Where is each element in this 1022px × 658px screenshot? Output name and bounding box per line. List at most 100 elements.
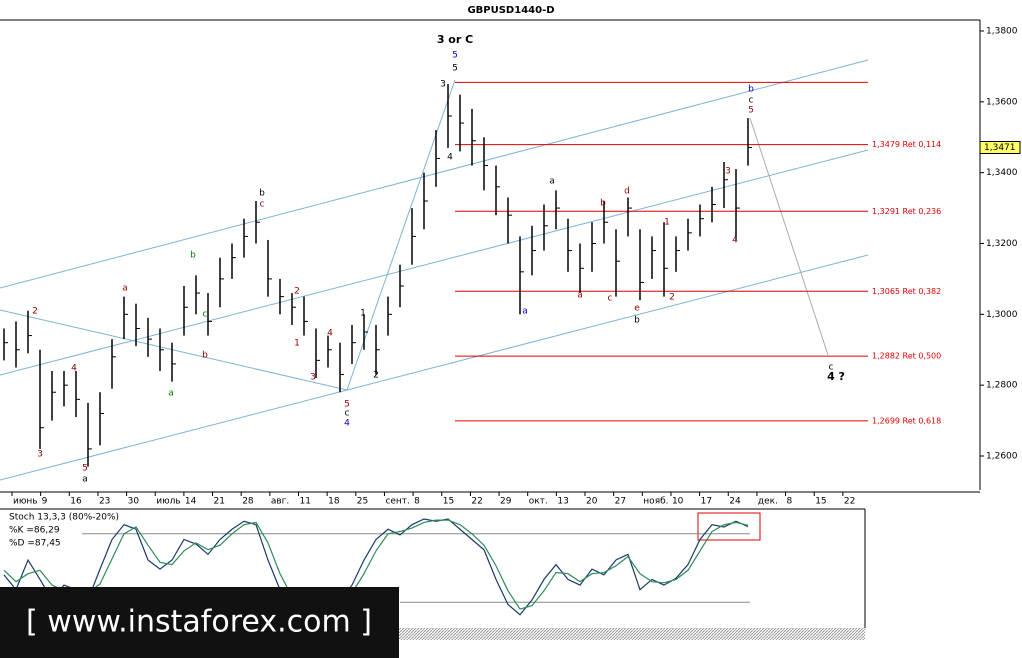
x-tick-label: 13 [557,497,568,507]
x-tick-label: июнь [13,497,38,507]
wave-label: 4 ? [827,370,845,383]
y-tick-label: 1,3000 [986,310,1018,320]
wave-label: a [549,177,555,187]
logo-box [0,587,399,658]
wave-label: 4 [344,419,350,429]
wave-label: c [260,200,265,210]
stoch-k: %K =86,29 [9,526,60,536]
wave-label: c [829,363,834,373]
highlight-box [697,512,761,541]
wave-label: 3 [725,167,731,177]
wave-label: 2 [373,371,379,381]
wave-label: c [608,294,613,304]
x-tick-label: нояб. [643,497,668,507]
x-tick-label: 15 [443,497,454,507]
wave-label: 1 [294,339,300,349]
projection-line [749,117,829,356]
channel-line [0,254,869,481]
wave-label: c [749,96,754,106]
wave-label: e [634,304,640,314]
channel-line [0,309,348,391]
logo: [ www.instaforex.com ] [26,605,372,640]
wave-label: 3 [37,450,43,460]
x-tick-label: июль [156,497,180,507]
last-price-box [979,141,1021,155]
fib-label: 1,3291 Ret 0,236 [872,207,941,216]
x-tick-label: 22 [471,497,482,507]
wave-label: 5 [452,51,458,61]
fib-label: 1,3065 Ret 0,382 [872,287,941,296]
x-tick-label: окт. [529,497,548,507]
wave-label: b [259,189,265,199]
wave-label: 2 [32,307,38,317]
wave-label: 5 [748,106,754,116]
wave-label: a [577,291,583,301]
channel-line [346,79,456,391]
stoch-k-line [3,518,749,616]
stoch-d: %D =87,45 [9,539,61,549]
x-tick-label: 16 [70,497,82,507]
y-tick-label: 1,3400 [986,168,1018,178]
hatch [399,628,865,640]
x-tick-label: 9 [42,497,48,507]
wave-label: b [634,316,640,326]
x-tick-label: 17 [701,497,712,507]
wave-label: b [748,85,754,95]
wave-label: 3 [310,373,316,383]
wave-label: 5 [452,64,458,74]
x-tick-label: 14 [185,497,197,507]
y-tick-label: 1,3200 [986,239,1018,249]
stoch-d-line [3,519,749,614]
wave-label: c [203,310,208,320]
wave-label: b [190,251,196,261]
x-tick-label: сент. [385,497,409,507]
wave-label: a [122,284,128,294]
y-tick-label: 1,3800 [986,26,1018,36]
wave-label: 4 [732,236,738,246]
wave-label: a [522,307,528,317]
x-tick-label: 30 [128,497,140,507]
x-tick-label: дек. [758,497,778,507]
x-tick-label: авг. [271,497,289,507]
wave-label: c [345,409,350,419]
y-tick-label: 1,2800 [986,381,1018,391]
x-tick-label: 23 [99,497,110,507]
fib-label: 1,2882 Ret 0,500 [872,352,941,361]
wave-label: a [168,389,174,399]
fib-label: 1,2699 Ret 0,618 [872,416,941,425]
x-tick-label: 25 [357,497,368,507]
wave-label: 1 [664,218,670,228]
y-tick-label: 1,2600 [986,451,1018,461]
x-tick-label: 8 [414,497,420,507]
wave-label: 2 [669,293,675,303]
x-tick-label: 24 [729,497,741,507]
x-tick-label: 11 [300,497,311,507]
wave-label: b [600,199,606,209]
wave-label: 3 or C [437,33,473,46]
wave-label: 4 [447,153,453,163]
wave-label: 4 [327,329,333,339]
wave-label: 5 [344,400,350,410]
x-tick-label: 18 [328,497,340,507]
x-tick-label: 21 [214,497,225,507]
wave-label: 3 [440,80,446,90]
chart-title: GBPUSD1440-D [467,5,554,16]
wave-label: 2 [294,287,300,297]
fib-label: 1,3479 Ret 0,114 [872,140,941,149]
channel-line [0,59,869,289]
wave-label: d [624,187,630,197]
y-tick-label: 1,3600 [986,97,1018,107]
wave-label: 5 [82,464,88,474]
x-tick-label: 22 [844,497,855,507]
x-tick-label: 29 [500,497,512,507]
wave-label: 1 [360,309,366,319]
wave-label: a [82,475,88,485]
x-tick-label: 27 [615,497,626,507]
x-tick-label: 10 [672,497,684,507]
x-tick-label: 20 [586,497,598,507]
wave-label: 4 [71,364,77,374]
x-tick-label: 8 [787,497,793,507]
last-price-label: 1,3471 [984,143,1016,153]
